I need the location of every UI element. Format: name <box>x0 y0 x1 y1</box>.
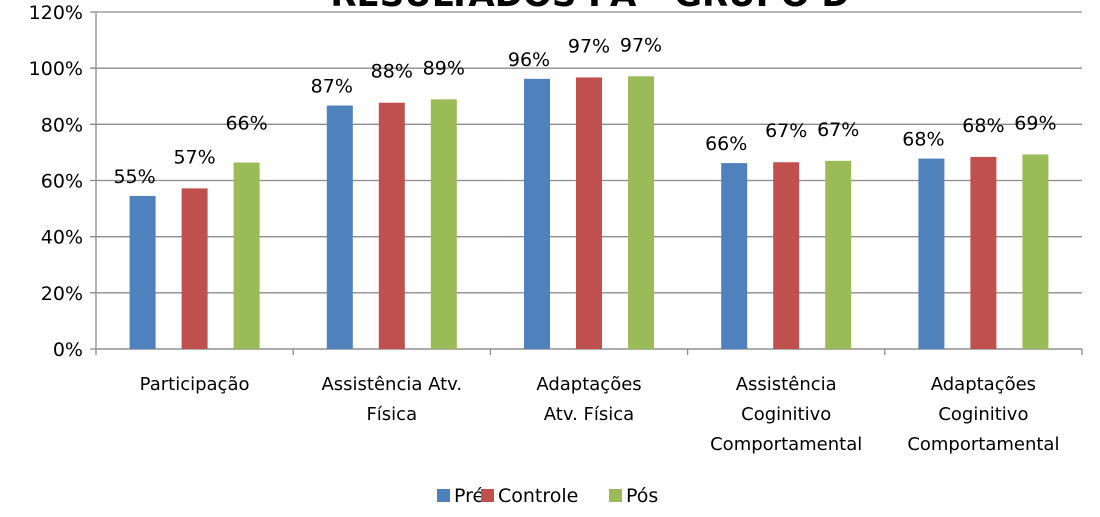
data-label: 97% <box>568 35 610 57</box>
bar-controle-4 <box>970 156 997 349</box>
y-tick-label: 20% <box>41 283 83 305</box>
x-category-label: Coginitivo <box>741 404 831 425</box>
y-tick-label: 0% <box>53 339 83 361</box>
legend-label: Pós <box>626 485 658 507</box>
data-label: 88% <box>371 61 413 83</box>
data-label: 57% <box>173 146 215 168</box>
data-label: 67% <box>765 120 807 142</box>
bar-ps-0 <box>233 162 260 349</box>
legend-item: Pré <box>437 485 484 507</box>
data-label: 68% <box>962 115 1004 137</box>
x-category-label: Participação <box>140 374 250 395</box>
bar-pr-2 <box>524 78 550 350</box>
data-label: 87% <box>311 76 353 98</box>
bar-controle-2 <box>576 77 602 349</box>
x-category-label: Comportamental <box>907 434 1059 455</box>
bar-pr-1 <box>326 105 353 349</box>
bar-controle-1 <box>378 102 405 349</box>
bar-pr-3 <box>721 163 748 349</box>
y-tick-label: 40% <box>41 227 83 249</box>
legend-swatch <box>609 489 622 502</box>
x-category-label: Adaptações <box>536 374 641 395</box>
data-label: 67% <box>817 119 859 141</box>
x-category-label: Física <box>366 404 417 425</box>
bar-ps-2 <box>628 76 654 349</box>
legend-label: Pré <box>454 485 484 507</box>
y-tick-label: 100% <box>29 58 83 80</box>
data-label: 55% <box>113 166 155 188</box>
bar-controle-3 <box>773 162 800 349</box>
legend-label: Controle <box>498 485 578 507</box>
x-category-label: Adaptações <box>931 374 1036 395</box>
data-label: 96% <box>508 49 550 71</box>
bar-ps-3 <box>825 160 852 349</box>
data-label: 68% <box>902 129 944 151</box>
bar-ps-1 <box>430 99 457 349</box>
legend-item: Controle <box>481 485 578 507</box>
chart-title: RESULTADOS PA - GRUPO D <box>330 0 849 15</box>
y-tick-label: 80% <box>41 114 83 136</box>
data-label: 66% <box>225 113 267 135</box>
x-category-label: Assistência <box>736 374 837 395</box>
legend-item: Pós <box>609 485 658 507</box>
data-label: 97% <box>620 34 662 56</box>
x-category-label: Atv. Física <box>544 404 634 425</box>
legend-swatch <box>437 489 450 502</box>
data-label: 89% <box>423 57 465 79</box>
bar-pr-0 <box>129 195 156 349</box>
y-tick-label: 60% <box>41 171 83 193</box>
bar-pr-4 <box>918 158 945 349</box>
x-category-label: Assistência Atv. <box>321 374 462 395</box>
x-category-label: Comportamental <box>710 434 862 455</box>
legend-swatch <box>481 489 494 502</box>
bar-controle-0 <box>181 188 208 349</box>
data-label: 69% <box>1014 112 1056 134</box>
bar-ps-4 <box>1022 154 1049 349</box>
y-tick-label: 120% <box>29 2 83 24</box>
x-category-label: Coginitivo <box>938 404 1028 425</box>
data-label: 66% <box>705 133 747 155</box>
